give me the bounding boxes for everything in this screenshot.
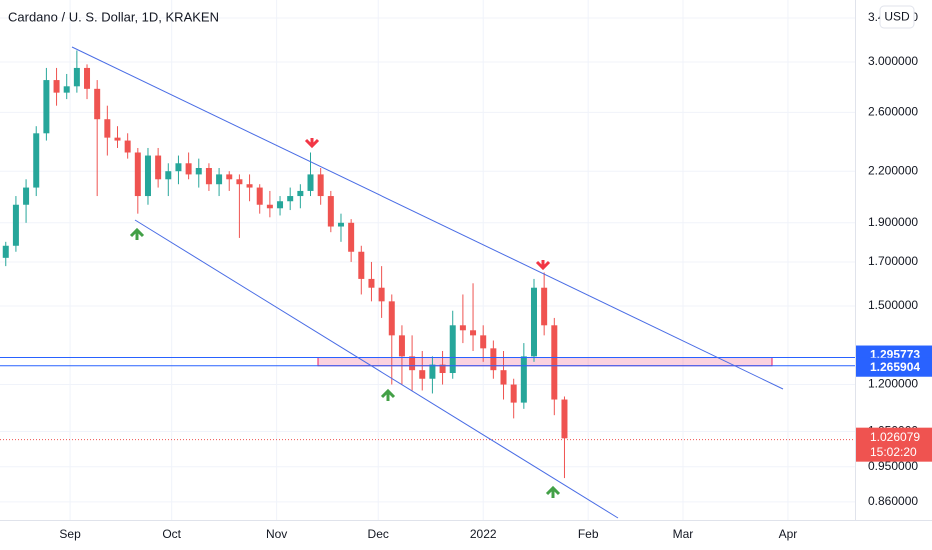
candle-body [33, 133, 40, 188]
candle-body [419, 370, 426, 379]
last-price-label: 1.026079 [870, 430, 920, 444]
candle-body [12, 204, 19, 246]
x-tick-label: Feb [578, 527, 599, 541]
y-tick-label: 1.900000 [868, 215, 918, 229]
candle-body [84, 67, 91, 89]
candle-body [500, 370, 507, 385]
candle-body [307, 174, 314, 191]
candle-body [236, 179, 243, 185]
buy-arrow [129, 227, 145, 240]
candle-body [337, 222, 344, 227]
candle-body [256, 187, 263, 205]
candle-body [124, 140, 131, 153]
candle-body [439, 364, 446, 374]
candle-body [449, 325, 456, 374]
y-tick-label: 1.200000 [868, 377, 918, 391]
buy-arrow [545, 485, 561, 498]
candle-body [155, 155, 162, 180]
candle-body [470, 330, 477, 336]
candle-body [348, 222, 355, 252]
candle-body [277, 201, 284, 209]
sell-arrow [304, 138, 320, 149]
buy-arrow [380, 388, 396, 401]
candle-body [358, 251, 365, 279]
sell-arrow [535, 260, 551, 271]
y-tick-label: 2.600000 [868, 105, 918, 119]
y-tick-label: 1.700000 [868, 254, 918, 268]
candle-body [195, 168, 202, 175]
candle-body [551, 325, 558, 400]
candle-body [205, 168, 212, 185]
y-tick-label: 3.000000 [868, 54, 918, 68]
candle-body [530, 287, 537, 357]
candle-body [165, 171, 172, 180]
candle-body [459, 325, 466, 331]
candle-body [490, 348, 497, 371]
x-tick-label: Nov [266, 527, 287, 541]
last-price-box [856, 427, 932, 462]
candle-body [480, 335, 487, 349]
support-zone [317, 357, 773, 367]
candle-body [287, 196, 294, 202]
candle-body [327, 196, 334, 227]
candle-body [409, 356, 416, 371]
candle-body [114, 137, 121, 141]
x-tick-label: Mar [673, 527, 694, 541]
candle-body [23, 187, 30, 205]
candle-body [368, 278, 375, 288]
candle-body [429, 364, 436, 379]
candle-body [175, 163, 182, 172]
countdown-label: 15:02:20 [870, 445, 917, 459]
candle-body [104, 119, 111, 138]
candle-body [216, 174, 223, 185]
candle-body [185, 163, 192, 175]
x-tick-label: Oct [162, 527, 181, 541]
level-label: 1.265904 [870, 360, 920, 374]
candle-body [53, 80, 60, 93]
arrows [129, 138, 561, 498]
y-tick-label: 2.200000 [868, 163, 918, 177]
candle-body [266, 204, 273, 209]
x-tick-label: 2022 [470, 527, 497, 541]
candle-body [73, 67, 80, 87]
candle-body [520, 356, 527, 403]
candle-body [63, 86, 70, 93]
candle-body [297, 190, 304, 197]
currency-button[interactable] [879, 5, 915, 29]
candle-body [43, 80, 50, 134]
candle-body [144, 155, 151, 197]
y-tick-label: 1.500000 [868, 298, 918, 312]
chart-title: Cardano / U. S. Dollar, 1D, KRAKEN [8, 9, 219, 24]
candle-body [134, 152, 141, 197]
upper-trendline [71, 46, 784, 390]
currency-label[interactable]: USD [884, 10, 910, 24]
y-tick-label: 0.950000 [868, 459, 918, 473]
candle-body [246, 184, 253, 188]
candle-body [510, 384, 517, 403]
candle-body [317, 174, 324, 197]
x-tick-label: Apr [779, 527, 798, 541]
candle-body [378, 287, 385, 302]
candle-body [398, 335, 405, 357]
candle-body [94, 88, 101, 120]
candle-body [2, 245, 9, 258]
candle-body [388, 301, 395, 336]
candle-body [541, 287, 548, 326]
x-tick-label: Sep [59, 527, 81, 541]
lower-trendline [134, 219, 619, 519]
candle-body [226, 174, 233, 180]
level-label-box [856, 357, 932, 377]
x-tick-label: Dec [368, 527, 389, 541]
y-tick-label: 0.860000 [868, 494, 918, 508]
candle-body [561, 399, 568, 439]
